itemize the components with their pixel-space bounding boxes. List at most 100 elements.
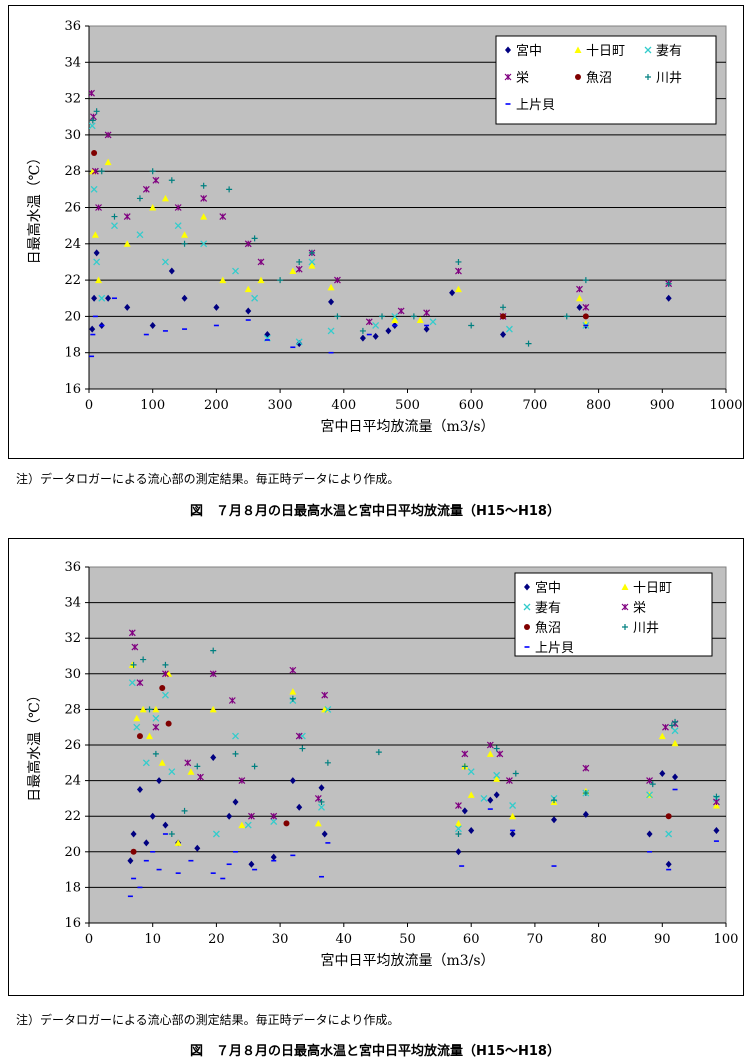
data-point-uonuma — [91, 150, 98, 157]
data-point-kawai — [649, 781, 656, 788]
data-point-miyanaka — [296, 340, 303, 348]
data-point-tsumari — [142, 759, 150, 767]
data-point-tokamachi — [486, 750, 494, 757]
data-point-miyanaka — [359, 334, 366, 342]
data-point-miyanaka — [105, 294, 112, 302]
data-point-miyanaka — [328, 298, 335, 306]
x-tick-label: 0 — [85, 398, 93, 413]
data-point-uonuma — [283, 820, 290, 827]
data-point-miyanaka — [168, 267, 175, 275]
data-point-tokamachi — [493, 775, 501, 782]
data-point-tsumari — [391, 312, 399, 320]
y-tick-label: 30 — [64, 667, 81, 682]
data-point-miyanaka — [245, 307, 252, 315]
data-point-miyanaka — [455, 848, 462, 856]
data-point-miyanaka — [372, 332, 379, 340]
data-point-uonuma — [665, 813, 672, 820]
data-point-tsumari — [251, 294, 259, 302]
data-point-kawai — [200, 182, 207, 189]
legend-label-sakae: 栄 — [633, 601, 646, 616]
data-point-sakae — [257, 258, 265, 266]
data-point-kawai — [226, 186, 233, 193]
y-tick-label: 30 — [64, 128, 81, 143]
data-point-kawai — [500, 304, 507, 311]
data-point-sakae — [89, 89, 95, 97]
data-point-miyanaka — [385, 327, 392, 335]
data-point-tsumari — [232, 732, 239, 740]
data-point-tsumari — [327, 327, 335, 335]
data-point-tokamachi — [671, 739, 679, 747]
legend-label-tokamachi: 十日町 — [586, 44, 625, 59]
data-point-kawai — [146, 706, 153, 713]
legend-label-miyanaka: 宮中 — [535, 580, 561, 596]
data-point-kawai — [582, 790, 589, 797]
legend-label-kamikatagai: 上片貝 — [535, 641, 574, 656]
data-point-miyanaka — [449, 289, 456, 297]
data-point-miyanaka — [143, 839, 150, 847]
x-tick-label: 20 — [208, 932, 225, 947]
data-point-sakae — [95, 204, 102, 211]
data-point-tsumari — [161, 691, 169, 699]
y-tick-label: 18 — [64, 880, 81, 895]
legend-marker-miyanaka — [524, 583, 530, 591]
y-axis-label: 日最高水温（℃） — [26, 688, 43, 802]
data-point-tsumari — [646, 791, 654, 799]
x-tick-label: 60 — [463, 932, 480, 947]
data-point-tsumari — [93, 258, 101, 266]
legend-label-tsumari: 妻有 — [535, 601, 561, 616]
x-tick-label: 10 — [144, 932, 161, 947]
data-point-miyanaka — [127, 857, 134, 865]
data-point-miyanaka — [493, 791, 500, 799]
data-point-kawai — [251, 235, 258, 242]
data-point-tokamachi — [314, 819, 322, 827]
data-point-kawai — [379, 313, 386, 320]
data-point-miyanaka — [194, 844, 201, 852]
data-point-tokamachi — [123, 240, 131, 247]
data-point-miyanaka — [665, 860, 672, 868]
data-point-tsumari — [493, 771, 501, 779]
data-point-tsumari — [671, 727, 679, 735]
data-point-tsumari — [133, 723, 141, 731]
legend-marker-tokamachi — [574, 46, 582, 53]
y-tick-label: 24 — [64, 237, 81, 252]
data-point-miyanaka — [93, 249, 100, 257]
x-tick-label: 100 — [714, 932, 739, 947]
data-point-miyanaka — [210, 753, 217, 761]
x-axis-label: 宮中日平均放流量（m3/s） — [320, 419, 494, 435]
data-point-sakae — [104, 131, 112, 139]
data-point-miyanaka — [672, 773, 679, 781]
data-point-tsumari — [152, 714, 160, 722]
data-point-tsumari — [480, 794, 488, 802]
data-point-sakae — [174, 204, 182, 211]
data-point-miyanaka — [646, 830, 653, 838]
legend-label-kawai: 川井 — [656, 71, 682, 86]
data-point-kawai — [181, 240, 188, 247]
legend-marker-sakae — [504, 73, 512, 81]
legend-label-kawai: 川井 — [633, 621, 659, 636]
y-tick-label: 28 — [64, 702, 81, 717]
data-point-kawai — [308, 249, 315, 256]
chart-panel-1: 16 18 20 22 24 26 28 30 32 34 36 0 100 200 300 400 500 60… — [8, 5, 744, 459]
data-point-miyanaka — [582, 810, 589, 818]
legend-label-tokamachi: 十日町 — [633, 581, 672, 596]
data-points — [89, 89, 673, 358]
y-tick-label: 22 — [64, 273, 81, 288]
y-tick-label: 36 — [64, 560, 81, 575]
y-tick-label: 26 — [64, 738, 81, 753]
data-point-tokamachi — [308, 262, 316, 269]
chart-note-1: 注）データロガーによる流心部の測定結果。毎正時データにより作成。 — [16, 472, 400, 486]
chart-caption-2: 図 ７月８月の日最高水温と宮中日平均放流量（H15～H18） — [190, 1044, 560, 1059]
data-point-tsumari — [212, 830, 220, 838]
data-point-sakae — [219, 213, 227, 220]
data-point-kawai — [512, 770, 519, 777]
data-point-tsumari — [505, 325, 513, 333]
data-point-miyanaka — [318, 784, 325, 792]
data-point-miyanaka — [665, 294, 672, 302]
legend-marker-tsumari — [644, 46, 652, 54]
data-point-tokamachi — [238, 821, 246, 829]
data-point-sakae — [248, 812, 255, 820]
data-point-tsumari — [244, 821, 252, 829]
x-tick-label: 200 — [204, 398, 229, 413]
x-tick-label: 400 — [331, 398, 356, 413]
legend-marker-uonuma — [524, 624, 530, 630]
